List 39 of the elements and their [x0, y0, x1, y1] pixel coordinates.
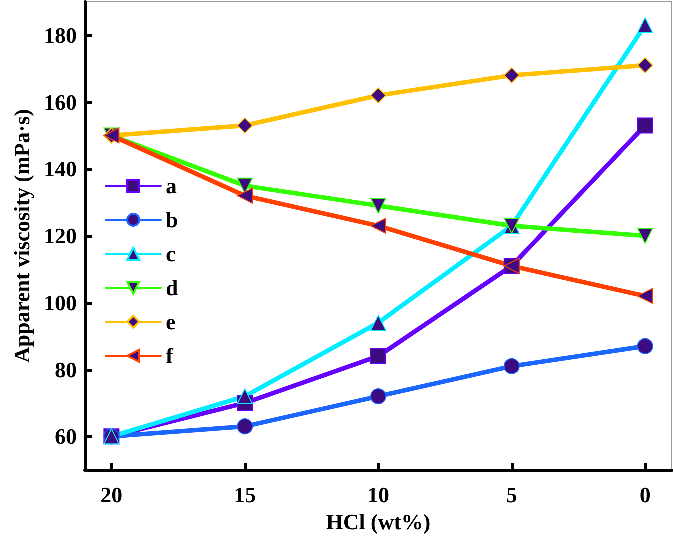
y-tick-label: 160 — [44, 90, 77, 115]
point — [237, 188, 254, 204]
point — [370, 198, 386, 214]
x-tick-label: 5 — [506, 482, 518, 508]
point — [370, 314, 386, 331]
point — [370, 218, 386, 234]
point — [637, 338, 654, 354]
y-tick-label: 120 — [44, 224, 77, 249]
point — [637, 118, 654, 134]
point — [237, 178, 254, 194]
point — [370, 348, 386, 364]
legend-label: c — [166, 242, 176, 266]
point — [237, 388, 254, 405]
y-tick-label: 140 — [44, 156, 77, 182]
legend-label: a — [166, 174, 177, 198]
point — [237, 118, 254, 134]
point — [237, 418, 254, 435]
point — [637, 288, 654, 304]
point — [637, 228, 654, 244]
legend-label: e — [166, 310, 176, 334]
legend-label: f — [166, 344, 174, 368]
point — [370, 388, 386, 405]
x-tick-label: 15 — [234, 482, 256, 508]
point — [504, 358, 520, 374]
point — [504, 68, 520, 84]
point — [370, 88, 386, 104]
y-axis-title: Apparent viscosity (mPa·s) — [10, 109, 34, 363]
y-tick-label: 80 — [55, 357, 77, 382]
point — [637, 17, 654, 34]
x-tick-label: 0 — [640, 482, 651, 508]
x-tick-label: 10 — [368, 482, 390, 508]
y-tick-label: 180 — [44, 22, 77, 48]
legend-label: d — [166, 276, 178, 300]
x-axis-title: HCl (wt%) — [326, 510, 431, 534]
y-tick-label: 100 — [44, 290, 77, 316]
y-tick-label: 60 — [55, 424, 77, 450]
legend-label: b — [166, 208, 178, 232]
x-tick-label: 20 — [100, 482, 123, 508]
point — [637, 58, 654, 74]
